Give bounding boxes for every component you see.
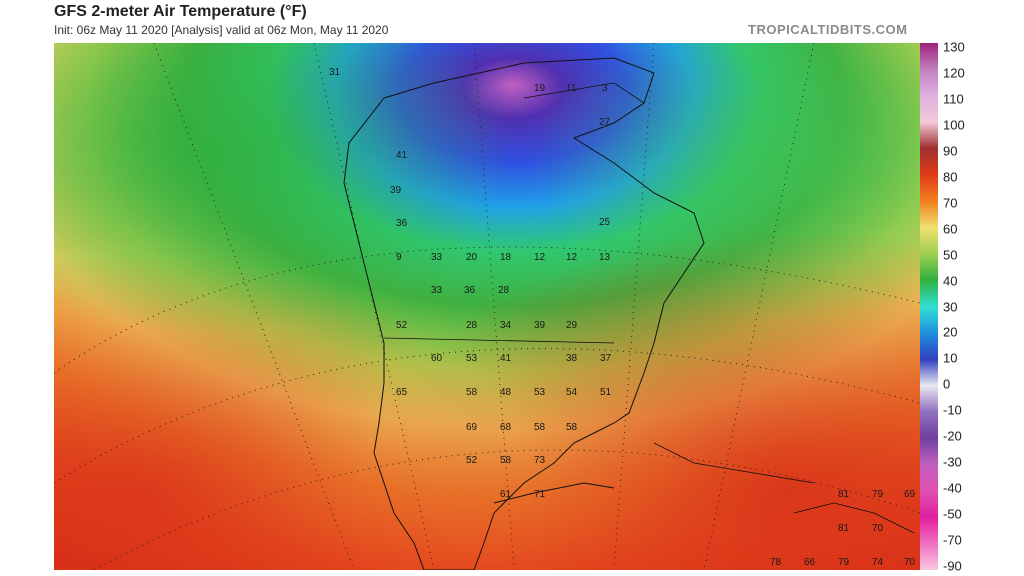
- colorbar-tick: -50: [943, 506, 962, 522]
- temp-label: 53: [534, 387, 546, 398]
- temp-label: 68: [500, 422, 512, 433]
- temp-label: 78: [770, 557, 782, 568]
- temp-label: 70: [872, 523, 884, 534]
- colorbar-tick: 60: [943, 221, 958, 237]
- temp-label: 53: [466, 353, 478, 364]
- temp-label: 36: [464, 285, 476, 296]
- colorbar-tick: 20: [943, 324, 958, 340]
- landmass-outline: [343, 57, 915, 570]
- colorbar-tick: 120: [943, 65, 965, 81]
- greenland-coast: [523, 82, 645, 104]
- temp-label: 18: [500, 252, 512, 263]
- colorbar-tick: 40: [943, 273, 958, 289]
- temp-label: 58: [534, 422, 546, 433]
- temp-label: 81: [838, 489, 850, 500]
- temp-label: 39: [390, 185, 402, 196]
- temp-label: 65: [396, 387, 408, 398]
- map-subtitle: Init: 06z May 11 2020 [Analysis] valid a…: [54, 23, 389, 37]
- temp-label: 39: [534, 320, 546, 331]
- temp-label: 52: [396, 320, 408, 331]
- temperature-map: 31 19 11 3 27 41 39 36 25 9 33 20 18 12 …: [54, 43, 920, 570]
- temp-label: 71: [534, 489, 546, 500]
- temp-label: 38: [566, 353, 578, 364]
- temp-label: 20: [466, 252, 478, 263]
- colorbar-tick: 10: [943, 350, 958, 366]
- temp-label: 41: [500, 353, 512, 364]
- temp-label: 61: [500, 489, 512, 500]
- temp-label: 48: [500, 387, 512, 398]
- temp-label: 60: [431, 353, 443, 364]
- temp-label: 11: [566, 83, 577, 94]
- temp-label: 58: [566, 422, 578, 433]
- colorbar-tick: -90: [943, 558, 962, 574]
- colorbar-tick: 50: [943, 247, 958, 263]
- temp-label: 19: [534, 83, 546, 94]
- temp-label: 79: [872, 489, 884, 500]
- colorbar-tick: 70: [943, 195, 958, 211]
- temp-label: 31: [329, 67, 341, 78]
- temp-label: 54: [566, 387, 578, 398]
- colorbar-tick: -70: [943, 532, 962, 548]
- temp-label: 27: [599, 117, 611, 128]
- graticule: [54, 43, 920, 570]
- us-canada-border: [383, 337, 615, 344]
- colorbar-tick: -40: [943, 480, 962, 496]
- temp-label: 33: [431, 252, 443, 263]
- colorbar-tick-labels: 130 120 110 100 90 80 70 60 50 40 30 20 10 0 -10 -20 -30…: [940, 39, 980, 574]
- temperature-labels: 31 19 11 3 27 41 39 36 25 9 33 20 18 12 …: [329, 67, 916, 568]
- colorbar-tick: -30: [943, 454, 962, 470]
- temp-label: 12: [534, 252, 546, 263]
- colorbar-tick: 90: [943, 143, 958, 159]
- temp-label: 51: [600, 387, 612, 398]
- colorbar-tick: 100: [943, 117, 965, 133]
- map-title: GFS 2-meter Air Temperature (°F): [54, 3, 307, 20]
- temp-label: 13: [599, 252, 611, 263]
- temp-label: 25: [599, 217, 611, 228]
- temp-label: 70: [904, 557, 916, 568]
- colorbar-tick: 80: [943, 169, 958, 185]
- temperature-colorbar: [920, 43, 938, 570]
- temp-label: 36: [396, 218, 408, 229]
- colorbar-tick: 130: [943, 39, 965, 55]
- continent-outline: [343, 57, 705, 570]
- temp-label: 34: [500, 320, 512, 331]
- temp-label: 9: [396, 252, 402, 263]
- temp-label: 79: [838, 557, 850, 568]
- temp-label: 52: [466, 455, 478, 466]
- temp-label: 33: [431, 285, 443, 296]
- temp-label: 66: [804, 557, 816, 568]
- colorbar-tick: -20: [943, 428, 962, 444]
- caribbean-islands: [653, 442, 815, 484]
- temp-label: 12: [566, 252, 578, 263]
- temp-label: 28: [498, 285, 510, 296]
- colorbar-tick: 110: [943, 91, 964, 107]
- temp-label: 74: [872, 557, 884, 568]
- colorbar-tick: 0: [943, 376, 951, 392]
- temp-label: 73: [534, 455, 546, 466]
- colorbar-tick: -10: [943, 402, 962, 418]
- temp-label: 28: [466, 320, 478, 331]
- temp-label: 29: [566, 320, 578, 331]
- temp-label: 37: [600, 353, 612, 364]
- gulf-coast: [493, 482, 615, 504]
- temp-label: 69: [904, 489, 916, 500]
- temp-label: 69: [466, 422, 478, 433]
- temp-label: 58: [466, 387, 478, 398]
- brand-watermark: TROPICALTIDBITS.COM: [748, 22, 908, 37]
- temp-label: 81: [838, 523, 850, 534]
- temp-label: 41: [396, 150, 408, 161]
- temp-label: 3: [602, 83, 608, 94]
- map-header: GFS 2-meter Air Temperature (°F) Init: 0…: [0, 0, 1024, 42]
- map-canvas: 31 19 11 3 27 41 39 36 25 9 33 20 18 12 …: [54, 43, 920, 570]
- south-america-coast: [793, 502, 915, 534]
- temp-label: 58: [500, 455, 512, 466]
- colorbar-tick: 30: [943, 299, 958, 314]
- mild-region-atlantic: [54, 43, 920, 570]
